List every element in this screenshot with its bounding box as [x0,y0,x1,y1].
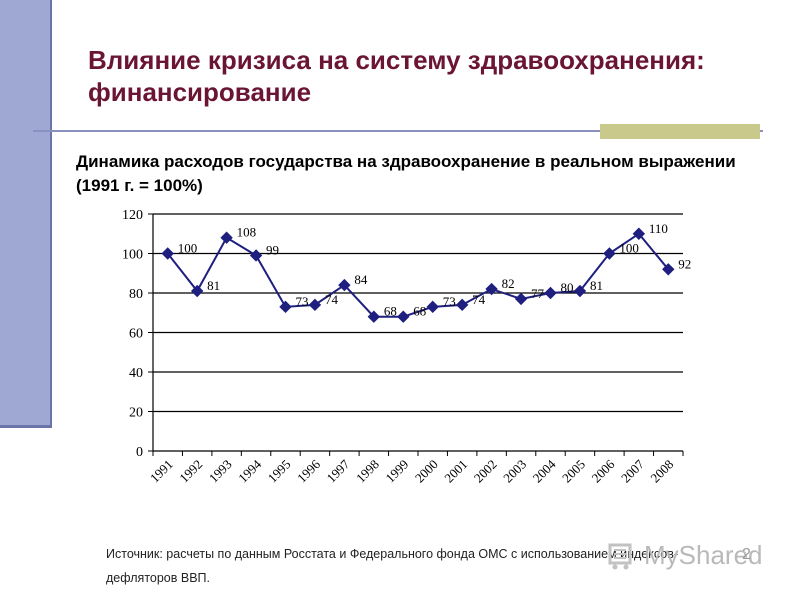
data-point [632,227,646,240]
data-point [338,278,351,292]
chart-subtitle: Динамика расходов государства на здравоо… [76,152,736,195]
accent-bar [600,124,760,139]
data-point [161,247,174,260]
data-point [279,300,292,314]
data-point [426,300,439,314]
x-tick-label: 1992 [176,457,205,486]
data-point [662,263,675,276]
data-label: 68 [413,304,426,319]
slide-title-line-1: Влияние кризиса на систему здравоохранен… [88,45,705,75]
x-tick-label: 2003 [500,457,529,486]
y-tick-label: 20 [129,406,143,421]
source-note: Источник: расчеты по данным Росстата и Ф… [106,547,679,585]
x-tick-label: 2005 [559,457,588,486]
data-label: 81 [590,278,603,293]
data-point [485,282,498,296]
slide-title-line-2: финансирование [88,77,312,107]
slide-title: Влияние кризиса на систему здравоохранен… [88,44,768,108]
x-tick-label: 2002 [471,457,500,486]
data-label: 92 [678,256,691,271]
x-tick-label: 1991 [147,457,176,486]
watermark: MyShared [608,540,763,571]
x-tick-label: 2001 [441,457,470,486]
x-tick-label: 2004 [530,456,559,485]
data-label: 73 [443,294,456,309]
x-tick-label: 2000 [412,457,441,486]
x-tick-label: 1999 [382,457,411,486]
data-point [249,249,263,262]
title-divider [33,130,763,132]
page-number: 2 [742,546,751,563]
y-tick-label: 80 [129,287,143,302]
data-label: 82 [502,276,515,291]
y-tick-label: 0 [136,445,143,460]
cart-icon [608,543,632,569]
data-point [367,310,381,323]
y-tick-label: 100 [122,248,143,263]
data-label: 81 [207,278,220,293]
data-point [544,286,557,300]
x-tick-label: 1995 [265,457,294,486]
data-point [397,310,410,323]
data-label: 108 [237,225,257,240]
data-label: 84 [354,272,368,287]
data-label: 100 [619,241,639,256]
x-tick-label: 1993 [206,457,235,486]
x-tick-label: 1994 [235,456,264,485]
data-point [455,298,469,312]
data-label: 74 [472,292,486,307]
series-line [166,232,670,318]
x-tick-label: 2006 [589,456,618,485]
data-label: 68 [384,304,397,319]
side-decoration-bar [0,0,52,428]
y-tick-label: 60 [129,327,143,342]
data-label: 99 [266,242,279,257]
data-point [573,284,587,298]
x-tick-label: 2008 [647,457,676,486]
data-label: 100 [178,241,198,256]
data-point [220,231,233,244]
x-tick-label: 1997 [324,456,353,485]
data-point [514,292,528,306]
x-tick-label: 1996 [294,456,323,485]
data-label: 110 [649,221,668,236]
data-point [603,247,616,260]
watermark-text: MyShared [644,540,763,570]
data-label: 74 [325,292,339,307]
x-tick-label: 2007 [618,456,647,485]
data-point [190,284,204,298]
data-point [308,298,322,312]
data-label: 80 [561,280,574,295]
data-label: 77 [531,286,545,301]
y-tick-label: 40 [129,366,143,381]
x-tick-label: 1998 [353,457,382,486]
y-tick-label: 120 [122,208,143,223]
data-label: 73 [296,294,309,309]
